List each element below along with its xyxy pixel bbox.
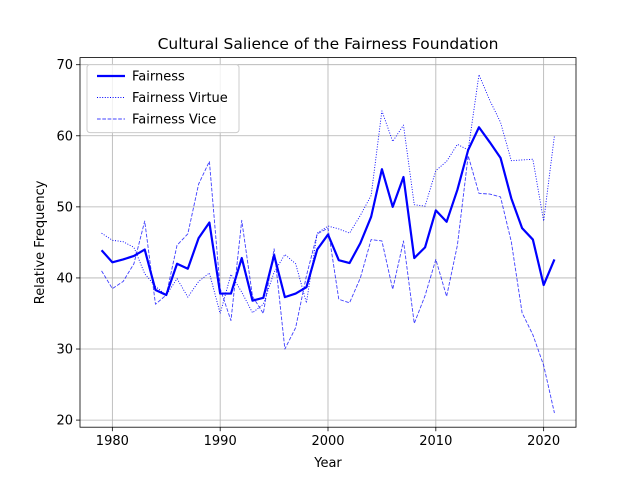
legend-label: Fairness Virtue — [132, 91, 228, 106]
grid-lines — [80, 57, 576, 428]
x-tick-label: 2000 — [311, 434, 344, 449]
legend-label: Fairness Vice — [132, 113, 216, 128]
y-axis-label: Relative Frequency — [33, 180, 48, 304]
chart-title: Cultural Salience of the Fairness Founda… — [158, 35, 499, 53]
y-tick-label: 30 — [56, 343, 73, 358]
y-tick-label: 20 — [56, 414, 73, 429]
legend-box — [86, 64, 240, 134]
x-tick-label: 1980 — [96, 434, 129, 449]
y-tick-label: 60 — [56, 129, 73, 144]
x-axis-label: Year — [313, 456, 342, 471]
legend-label: Fairness — [132, 70, 185, 85]
x-tick-label: 2020 — [527, 434, 560, 449]
y-tick-label: 40 — [56, 271, 73, 286]
y-tick-label: 70 — [56, 58, 73, 73]
x-tick-label: 1990 — [204, 434, 237, 449]
series-line-fairness-vice — [101, 155, 555, 414]
y-tick-label: 50 — [56, 200, 73, 215]
series-line-fairness-virtue — [101, 74, 555, 314]
series-line-fairness — [100, 126, 556, 302]
x-tick-label: 2010 — [419, 434, 452, 449]
series-lines — [100, 74, 556, 414]
legend: Fairness Fairness Virtue Fairness Vice — [86, 64, 240, 134]
